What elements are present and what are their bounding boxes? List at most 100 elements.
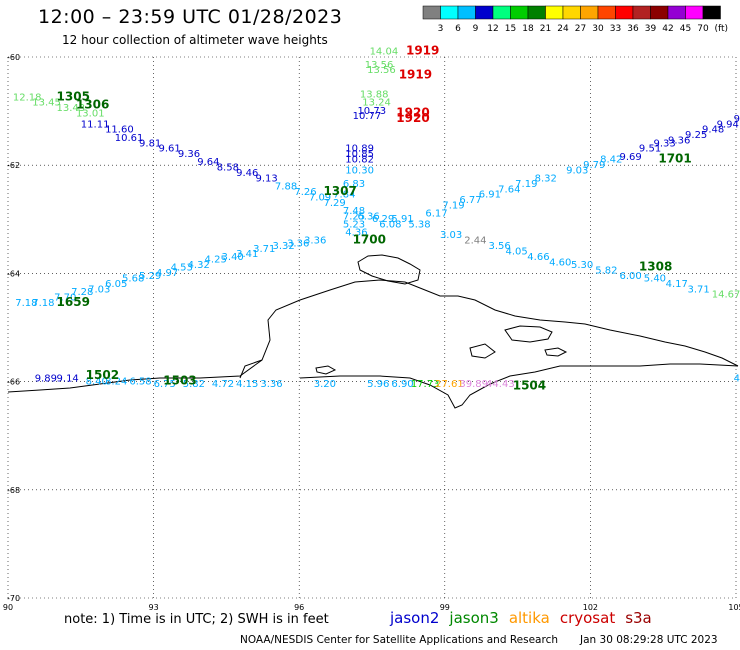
island-small-1 bbox=[544, 347, 568, 357]
colorbar-label: 39 bbox=[645, 24, 657, 34]
colorbar-label: 6 bbox=[455, 24, 461, 34]
wave-height-label: 10.30 bbox=[345, 165, 374, 176]
wave-height-label: 4.60 bbox=[549, 257, 571, 268]
pass-time-label: 1307 bbox=[323, 184, 356, 198]
wave-height-label: 6.08 bbox=[379, 219, 401, 230]
wave-height-label: 3.40 bbox=[222, 252, 244, 263]
island-east bbox=[504, 325, 553, 343]
wave-height-label: 10.82 bbox=[345, 154, 374, 165]
wave-height-label: 13.88 bbox=[360, 90, 389, 101]
wave-height-label: 3.20 bbox=[314, 379, 336, 390]
colorbar-unit: (ft) bbox=[715, 24, 729, 34]
wave-height-label: 4.32 bbox=[188, 260, 210, 271]
wave-height-label: 9.64 bbox=[197, 157, 219, 168]
wave-height-label: 9.33 bbox=[653, 138, 675, 149]
wave-height-label: 4.72 bbox=[212, 379, 234, 390]
lon-tick-label: 93 bbox=[149, 603, 159, 610]
wave-height-label: 9.61 bbox=[158, 144, 180, 155]
legend-entry-altika: altika bbox=[508, 609, 550, 627]
wave-height-label: 3.32 bbox=[273, 241, 295, 252]
wave-height-label: 5.82 bbox=[595, 265, 617, 276]
wave-height-label: 3.03 bbox=[440, 230, 462, 241]
wave-height-label: 4.36 bbox=[345, 228, 367, 239]
wave-height-label: 13.45 bbox=[32, 98, 61, 109]
wave-height-label: 9.36 bbox=[178, 149, 200, 160]
wave-height-label: 13.56 bbox=[367, 65, 396, 76]
wave-height-label: 4.0 bbox=[734, 374, 740, 385]
wave-height-label: 7.19 bbox=[442, 200, 464, 211]
footnote: note: 1) Time is in UTC; 2) SWH is in fe… bbox=[64, 612, 329, 627]
lon-tick-label: 99 bbox=[440, 603, 450, 610]
colorbar-legend: 3 6 9 12 15 18 21 24 27 30 33 36 39 42 45 70 (ft) bbox=[422, 5, 729, 34]
wave-height-label: 7.19 bbox=[515, 179, 537, 190]
generation-timestamp: Jan 30 08:29:28 UTC 2023 bbox=[580, 634, 718, 646]
wave-height-label: 2.44 bbox=[464, 236, 486, 247]
island-north bbox=[357, 254, 421, 285]
wave-height-label: 7.48 bbox=[343, 206, 365, 217]
wave-height-label: 13.56 bbox=[365, 60, 394, 71]
wave-height-label: 6.05 bbox=[105, 279, 127, 290]
wave-height-label: 9.79 bbox=[583, 160, 605, 171]
colorbar-label: 15 bbox=[505, 24, 516, 34]
pass-time-label: 1306 bbox=[76, 97, 109, 111]
wave-height-label: 11.60 bbox=[105, 125, 134, 136]
pass-time-label: 1919 bbox=[399, 68, 432, 82]
wave-height-label: 3.36 bbox=[304, 236, 326, 247]
wave-height-label: 10.77 bbox=[353, 111, 382, 122]
wave-height-label: 8.24 bbox=[105, 376, 127, 387]
colorbar-label: 18 bbox=[522, 24, 534, 34]
wave-height-label: 6.29 bbox=[372, 214, 394, 225]
coastline bbox=[7, 254, 739, 409]
wave-height-label: 8.32 bbox=[535, 173, 557, 184]
wave-height-label: 6.17 bbox=[425, 209, 447, 220]
lon-tick-label: 90 bbox=[3, 603, 13, 610]
wave-height-label: 9.81 bbox=[139, 138, 161, 149]
wave-height-label: 7.64 bbox=[498, 184, 520, 195]
pass-time-label: 1502 bbox=[86, 368, 119, 382]
wave-height-label: 5.82 bbox=[183, 379, 205, 390]
wave-height-label: 39.89 bbox=[459, 379, 488, 390]
wave-height-label: 3.41 bbox=[236, 249, 258, 260]
lon-tick-label: 105 bbox=[728, 603, 740, 610]
wave-height-label: 8.58 bbox=[217, 163, 239, 174]
wave-height-label: 5.30 bbox=[571, 260, 593, 271]
wave-height-label: 5.23 bbox=[343, 219, 365, 230]
wave-height-label: 10.61 bbox=[115, 133, 144, 144]
wave-height-label: 9.14 bbox=[57, 374, 79, 385]
legend-entry-jason2: jason2 bbox=[390, 609, 440, 627]
lat-tick-label: -68 bbox=[7, 486, 20, 495]
wave-height-label: 12.18 bbox=[13, 92, 42, 103]
lat-tick-label: -70 bbox=[7, 594, 20, 603]
wave-height-label: 4.17 bbox=[666, 279, 688, 290]
satellite-legend: jason2 jason3 altika cryosat s3a bbox=[390, 609, 662, 627]
wave-height-label: 4.53 bbox=[171, 263, 193, 274]
lon-tick-label: 96 bbox=[294, 603, 304, 610]
wave-height-label: 5.40 bbox=[644, 274, 666, 285]
wave-height-label: 5.91 bbox=[391, 214, 413, 225]
colorbar-label: 45 bbox=[680, 24, 691, 34]
lat-tick-label: -62 bbox=[7, 161, 20, 170]
wave-height-label: 9.94 bbox=[717, 119, 739, 130]
colorbar-label: 12 bbox=[487, 24, 498, 34]
wave-height-label: 13.24 bbox=[362, 98, 391, 109]
lat-tick-label: -66 bbox=[7, 378, 20, 387]
pass-time-label: 1308 bbox=[639, 260, 672, 274]
wave-height-label: 9.48 bbox=[702, 125, 724, 136]
wave-height-label: 6.75 bbox=[154, 379, 176, 390]
legend-entry-cryosat: cryosat bbox=[559, 609, 616, 627]
wave-height-label: 44.43 bbox=[486, 379, 515, 390]
colorbar-label: 21 bbox=[540, 24, 551, 34]
wave-height-label: 5.96 bbox=[367, 379, 389, 390]
wave-height-label: 6.36 bbox=[357, 211, 379, 222]
pass-time-label: 1504 bbox=[513, 379, 546, 393]
wave-height-label: 8.42 bbox=[600, 154, 622, 165]
wave-height-label: 3.71 bbox=[253, 244, 275, 255]
wave-height-label: 4.97 bbox=[156, 268, 178, 279]
wave-height-label: 10.89 bbox=[345, 144, 374, 155]
colorbar-label: 24 bbox=[557, 24, 569, 34]
wave-height-label: 10.73 bbox=[357, 106, 386, 117]
map-title: 12:00 – 23:59 UTC 01/28/2023 bbox=[38, 6, 343, 28]
wave-height-label: 7.70 bbox=[54, 292, 76, 303]
